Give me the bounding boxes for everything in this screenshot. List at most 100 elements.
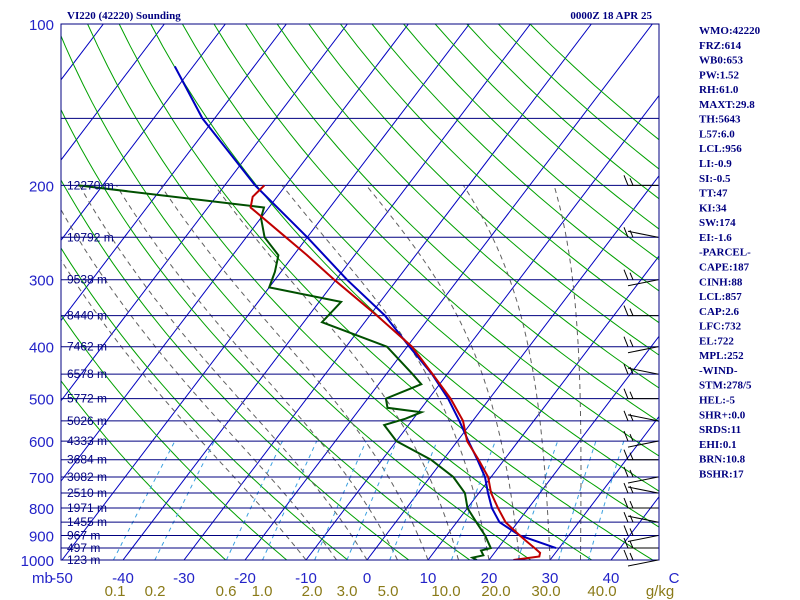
index-value: FRZ:614 — [699, 40, 742, 52]
wind-barb-flag — [623, 549, 629, 561]
wind-barb — [623, 497, 658, 509]
wind-barb — [623, 525, 659, 542]
wind-barb-staff — [627, 346, 659, 354]
parcel-trace — [173, 65, 557, 550]
temperature-tick-label: -40 — [112, 570, 134, 587]
height-label: 1971 m — [67, 501, 107, 515]
index-value: MPL:252 — [699, 350, 744, 362]
isotherm-line — [244, 24, 653, 560]
height-label: 497 m — [67, 541, 100, 555]
mixing-ratio-label: 30.0 — [531, 583, 560, 600]
isotherm-line — [488, 335, 659, 560]
index-value: EI:-1.6 — [699, 232, 732, 244]
temperature-tick-label: 30 — [542, 570, 559, 587]
index-value: CAP:2.6 — [699, 306, 740, 318]
index-value: CINH:88 — [699, 276, 743, 288]
index-value: PW:1.52 — [699, 69, 740, 81]
wind-barb-staff — [627, 534, 659, 542]
height-label: 5772 m — [67, 392, 107, 406]
wind-barb — [623, 537, 658, 549]
index-value: WB0:653 — [699, 55, 744, 67]
wind-barb-flag — [623, 449, 629, 460]
index-value: LFC:732 — [699, 321, 742, 333]
pressure-tick-label: 600 — [29, 434, 54, 451]
mixing-ratio-label: 0.2 — [145, 583, 166, 600]
wind-barb — [623, 388, 658, 400]
wind-barb-flag — [629, 308, 634, 316]
mixing-ratio-label: 0.6 — [216, 583, 237, 600]
wind-barb-flag — [623, 497, 629, 509]
wind-barb-flag — [623, 269, 629, 280]
mixing-ratio-line — [112, 440, 176, 560]
dry-adiabat — [498, 24, 659, 170]
pressure-tick-label: 1000 — [21, 553, 54, 570]
wind-barb-staff — [627, 279, 659, 287]
height-label: 9538 m — [67, 273, 107, 287]
mixing-ratio-line — [558, 440, 597, 560]
height-label: 12270 m — [67, 178, 114, 192]
wind-barb — [623, 175, 658, 186]
dry-adiabat — [150, 24, 659, 528]
temperature-tick-label: -30 — [173, 570, 195, 587]
index-value: WMO:42220 — [699, 25, 761, 37]
wind-barb-staff — [627, 230, 659, 238]
dewpoint-trace — [78, 184, 493, 560]
index-value: EHI:0.1 — [699, 439, 737, 451]
temperature-tick-label: -50 — [51, 570, 73, 587]
temperature-tick-label: 0 — [363, 570, 371, 587]
moist-adiabat — [61, 259, 307, 560]
height-label: 7462 m — [67, 340, 107, 354]
index-value: EL:722 — [699, 335, 734, 347]
wind-barb-flag — [623, 410, 629, 422]
wind-barb — [623, 482, 659, 494]
pressure-tick-label: 100 — [29, 17, 54, 34]
index-value: STM:278/5 — [699, 380, 752, 392]
wind-barb — [623, 269, 659, 287]
height-label: 10792 m — [67, 230, 114, 244]
index-value: SI:-0.5 — [699, 173, 731, 185]
index-value: -WIND- — [699, 365, 738, 377]
temperature-tick-label: 40 — [603, 570, 620, 587]
isotherm-line — [61, 24, 409, 482]
wind-barb-flag — [623, 537, 629, 549]
mixing-ratio-line — [262, 440, 318, 560]
wind-barb — [623, 305, 658, 317]
wind-barb-flag — [629, 339, 634, 347]
mixing-ratio-line — [389, 440, 438, 560]
isotherm-line — [61, 24, 287, 322]
wind-barb-staff — [627, 559, 659, 567]
index-value: L57:6.0 — [699, 128, 735, 140]
temperature-unit-label: C — [669, 570, 680, 587]
height-label: 3082 m — [67, 470, 107, 484]
wind-barb-flag — [629, 178, 634, 186]
index-value: MAXT:29.8 — [699, 99, 755, 111]
mixing-ratio-label: 20.0 — [481, 583, 510, 600]
wind-barb-staff — [627, 367, 659, 375]
wind-barb-flag — [629, 469, 634, 478]
wind-barb-flag — [629, 366, 634, 375]
height-label: 123 m — [67, 553, 100, 567]
plot-frame — [60, 23, 660, 561]
height-label: 1455 m — [67, 515, 107, 529]
mixing-ratio-line — [451, 440, 496, 560]
height-label: 967 m — [67, 528, 100, 542]
temperature-tick-label: 10 — [420, 570, 437, 587]
wind-barb-flag — [623, 388, 629, 399]
moist-adiabat — [281, 185, 490, 560]
isotherm-line — [61, 24, 226, 242]
wind-barb — [623, 511, 659, 523]
wind-barb-flag — [623, 525, 629, 536]
isotherm-line — [427, 255, 659, 560]
pressure-tick-label: 700 — [29, 470, 54, 487]
temperature-tick-label: 20 — [481, 570, 498, 587]
wind-barb — [623, 410, 659, 422]
moist-adiabat — [160, 185, 429, 560]
wind-barb-flag — [629, 272, 634, 280]
mixing-ratio-label: 3.0 — [337, 583, 358, 600]
isotherm-line — [183, 24, 592, 560]
index-value: -PARCEL- — [699, 247, 751, 259]
wind-barb — [623, 549, 659, 567]
temperature-trace — [249, 184, 542, 560]
